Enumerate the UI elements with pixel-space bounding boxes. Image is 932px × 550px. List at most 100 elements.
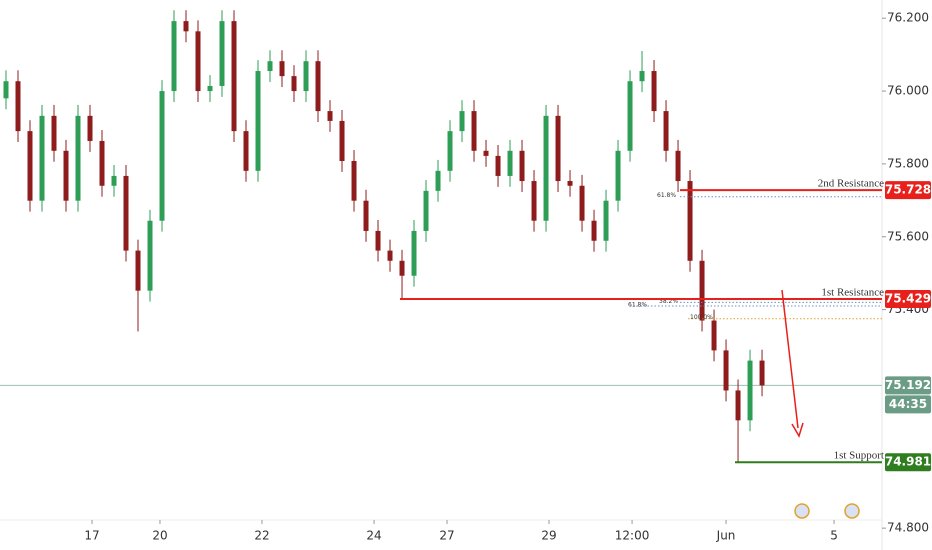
x-tick-label: 24: [366, 529, 381, 543]
candle-body: [687, 181, 693, 261]
candle-body: [471, 111, 477, 151]
candle-body: [387, 250, 393, 261]
fib-label: 61.8%: [628, 301, 647, 308]
candle-body: [567, 181, 573, 186]
candle-body: [759, 360, 765, 386]
y-tick-label: 76.000: [887, 84, 929, 98]
candle-body: [171, 21, 177, 92]
candle-body: [267, 61, 273, 72]
candle-body: [159, 91, 165, 221]
candle-body: [3, 81, 9, 99]
candle-body: [747, 360, 753, 421]
countdown: 44:35: [889, 397, 927, 411]
candle-body: [543, 115, 549, 221]
price-badge: [885, 290, 931, 309]
candle-body: [591, 220, 597, 241]
candle-body: [219, 21, 225, 86]
candle-body: [15, 81, 21, 132]
candle-body: [363, 200, 369, 231]
candle-body: [243, 131, 249, 171]
candle-body: [615, 150, 621, 201]
candle-body: [447, 131, 453, 171]
candle-body: [675, 150, 681, 182]
x-tick-label: 5: [830, 529, 838, 543]
arrow-head: [791, 422, 804, 438]
candle-body: [519, 150, 525, 182]
candle-body: [75, 115, 81, 201]
candle-body: [699, 260, 705, 321]
candle-body: [39, 115, 45, 201]
candle-body: [375, 230, 381, 251]
candle-body: [291, 76, 297, 92]
candle-body: [483, 150, 489, 156]
candle-body: [327, 111, 333, 121]
price-badge: [885, 181, 931, 200]
candle-body: [459, 111, 465, 132]
candle-body: [87, 115, 93, 141]
fib-label: 61.8%: [657, 192, 676, 199]
icons: [794, 503, 860, 519]
candle-body: [255, 71, 261, 171]
candle-body: [63, 150, 69, 201]
x-tick-label: 27: [439, 529, 454, 543]
y-tick-label: 75.600: [887, 229, 929, 243]
candle-body: [423, 190, 429, 231]
candle-body: [183, 21, 189, 32]
candle-body: [639, 71, 645, 82]
candle-body: [339, 120, 345, 161]
candle-body: [735, 390, 741, 421]
candle-body: [303, 61, 309, 92]
candle-body: [51, 115, 57, 151]
price-badge-label: 74.981: [885, 455, 931, 469]
candle-body: [495, 155, 501, 176]
fib-label: 38.2%: [659, 298, 678, 305]
price-badge-label: 75.728: [885, 183, 931, 197]
candle-body: [651, 71, 657, 112]
price-badge: [885, 453, 931, 472]
candle-body: [351, 160, 357, 201]
countdown-badge: [885, 395, 931, 414]
candle-body: [711, 320, 717, 351]
candle-body: [147, 220, 153, 291]
candle-body: [123, 175, 129, 251]
candle-body: [111, 175, 117, 186]
candle-body: [195, 31, 201, 92]
x-tick-label: 17: [84, 529, 99, 543]
candle-body: [315, 61, 321, 112]
candle-body: [723, 350, 729, 391]
x-tick-label: 22: [254, 529, 269, 543]
x-tick-label: 29: [541, 529, 556, 543]
y-tick-label: 75.800: [887, 156, 929, 170]
y-tick-label: 74.800: [887, 521, 929, 535]
icon: [794, 503, 810, 519]
candle-body: [507, 150, 513, 176]
candle-body: [531, 181, 537, 221]
arrow: [781, 289, 799, 429]
y-tick-label: 76.200: [887, 11, 929, 25]
level-name: 1st Support: [834, 450, 884, 462]
icon: [844, 503, 860, 519]
candle-body: [579, 185, 585, 221]
x-tick-label: 12:00: [615, 529, 650, 543]
candle-body: [27, 131, 33, 201]
candle-body: [663, 111, 669, 151]
candle-body: [627, 81, 633, 151]
candle-body: [135, 250, 141, 291]
candle-body: [231, 21, 237, 132]
x-tick-label: 20: [152, 529, 167, 543]
price-badge-label: 75.429: [885, 292, 931, 306]
x-tick-label: Jun: [716, 529, 736, 543]
fib-label: 100.0%: [690, 314, 713, 321]
candle-body: [279, 61, 285, 77]
level-name: 1st Resistance: [821, 287, 884, 299]
level-name: 2nd Resistance: [818, 178, 884, 190]
candle-body: [99, 140, 105, 186]
price-badge-label: 75.192: [885, 378, 931, 392]
candle-body: [207, 85, 213, 92]
candle-body: [411, 230, 417, 276]
price-badge: [885, 376, 931, 395]
candle-body: [555, 115, 561, 182]
candle-body: [435, 170, 441, 191]
